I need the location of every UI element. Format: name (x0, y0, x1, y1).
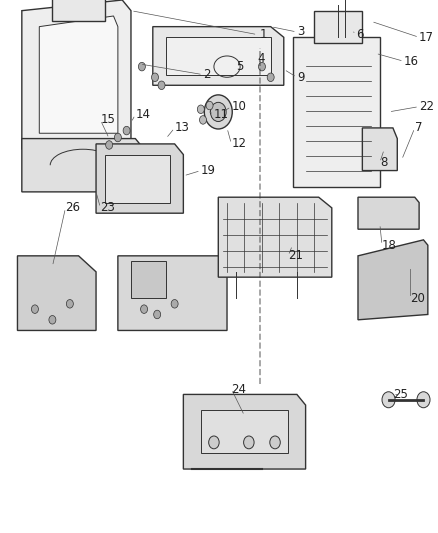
Text: 17: 17 (419, 31, 434, 44)
Circle shape (154, 310, 161, 319)
Polygon shape (118, 256, 227, 330)
Circle shape (204, 95, 232, 129)
Polygon shape (218, 197, 332, 277)
Polygon shape (201, 410, 288, 453)
Polygon shape (166, 37, 271, 75)
Text: 8: 8 (380, 156, 387, 169)
Polygon shape (22, 0, 131, 149)
Polygon shape (184, 394, 306, 469)
Circle shape (67, 300, 73, 308)
Text: 18: 18 (382, 239, 397, 252)
Text: 13: 13 (175, 122, 190, 134)
Circle shape (244, 436, 254, 449)
Text: 2: 2 (203, 68, 211, 81)
Polygon shape (153, 27, 284, 85)
Circle shape (114, 133, 121, 142)
Text: 22: 22 (419, 100, 434, 113)
Text: 3: 3 (297, 26, 304, 38)
Polygon shape (362, 128, 397, 171)
Circle shape (106, 141, 113, 149)
Text: 15: 15 (100, 114, 115, 126)
Text: 7: 7 (415, 122, 422, 134)
Polygon shape (96, 144, 184, 213)
Text: 23: 23 (100, 201, 115, 214)
Polygon shape (18, 256, 96, 330)
Circle shape (49, 316, 56, 324)
Circle shape (138, 62, 145, 71)
Polygon shape (314, 11, 362, 43)
Text: 26: 26 (66, 201, 81, 214)
Polygon shape (22, 139, 144, 192)
Text: 14: 14 (135, 108, 150, 121)
Text: 1: 1 (260, 28, 267, 41)
Circle shape (141, 305, 148, 313)
Text: 19: 19 (201, 164, 216, 177)
Circle shape (270, 436, 280, 449)
Text: 11: 11 (214, 108, 229, 121)
Circle shape (198, 105, 204, 114)
Polygon shape (358, 197, 419, 229)
Circle shape (417, 392, 430, 408)
Circle shape (200, 116, 206, 124)
Polygon shape (358, 240, 428, 320)
Text: 5: 5 (236, 60, 243, 72)
Polygon shape (131, 261, 166, 298)
Circle shape (206, 101, 213, 110)
Text: 16: 16 (404, 55, 419, 68)
Text: 24: 24 (231, 383, 247, 395)
Circle shape (123, 126, 130, 135)
Text: 20: 20 (410, 292, 425, 305)
Circle shape (208, 436, 219, 449)
Polygon shape (293, 37, 380, 187)
Text: 25: 25 (393, 388, 408, 401)
Text: 10: 10 (231, 100, 246, 113)
Circle shape (258, 62, 265, 71)
Polygon shape (53, 0, 105, 21)
Circle shape (171, 300, 178, 308)
Text: 21: 21 (288, 249, 303, 262)
Polygon shape (39, 16, 118, 133)
Circle shape (32, 305, 39, 313)
Circle shape (158, 81, 165, 90)
Polygon shape (105, 155, 170, 203)
Circle shape (210, 102, 226, 122)
Circle shape (152, 73, 159, 82)
Circle shape (382, 392, 395, 408)
Text: 4: 4 (258, 52, 265, 65)
Text: 12: 12 (231, 138, 247, 150)
Circle shape (267, 73, 274, 82)
Text: 6: 6 (356, 28, 363, 41)
Text: 9: 9 (297, 71, 304, 84)
